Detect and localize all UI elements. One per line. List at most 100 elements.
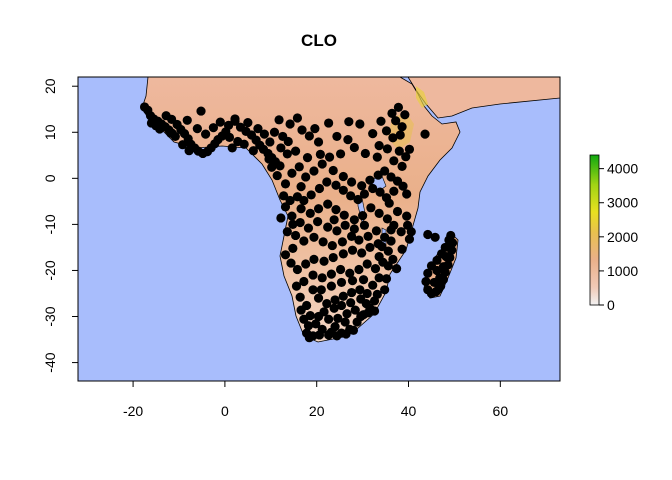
occurrence-point-102	[346, 177, 357, 187]
colorbar-gradient	[589, 154, 600, 306]
occurrence-point-156	[392, 206, 403, 217]
occurrence-point-68	[304, 131, 314, 141]
occurrence-point-154	[396, 227, 406, 237]
colorbar: 0 1000 2000 3000 4000	[589, 154, 638, 313]
occurrence-point-151	[374, 208, 384, 218]
occurrence-point-286	[432, 255, 442, 265]
occurrence-point-136	[302, 153, 313, 163]
occurrence-point-70	[313, 137, 324, 147]
occurrence-point-78	[381, 126, 392, 136]
occurrence-point-129	[267, 162, 277, 172]
occurrence-point-233	[314, 330, 325, 340]
occurrence-point-135	[309, 166, 319, 176]
occurrence-point-288	[440, 242, 450, 253]
occurrence-point-99	[317, 159, 327, 169]
occurrence-point-247	[340, 317, 350, 327]
occurrence-point-117	[346, 191, 356, 201]
x-tick-label-4: 60	[493, 403, 509, 419]
occurrence-point-85	[376, 116, 386, 126]
occurrence-point-237	[348, 325, 359, 335]
occurrence-point-81	[397, 122, 407, 132]
occurrence-point-98	[324, 152, 335, 162]
x-tick-label-3: 40	[401, 403, 417, 419]
occurrence-point-219	[358, 275, 369, 285]
colorbar-tick-label-1: 1000	[607, 263, 638, 279]
occurrence-point-73	[343, 135, 353, 145]
occurrence-point-82	[400, 110, 410, 120]
occurrence-point-118	[338, 185, 348, 195]
occurrence-point-92	[382, 144, 392, 154]
occurrence-point-245	[346, 298, 356, 308]
occurrence-point-35	[201, 129, 211, 139]
occurrence-point-244	[336, 300, 347, 311]
occurrence-point-215	[316, 285, 326, 295]
y-tick-label-2: 0	[42, 174, 58, 182]
occurrence-point-159	[363, 231, 373, 241]
occurrence-point-195	[295, 292, 305, 302]
occurrence-point-220	[368, 280, 378, 290]
occurrence-point-106	[380, 166, 390, 176]
occurrence-point-282	[423, 285, 433, 295]
occurrence-point-36	[208, 123, 219, 133]
occurrence-point-295	[441, 252, 451, 262]
occurrence-point-271	[430, 232, 440, 242]
occurrence-point-165	[309, 232, 319, 242]
occurrence-point-127	[280, 179, 291, 189]
occurrence-point-264	[323, 199, 333, 209]
occurrence-point-32	[166, 128, 176, 138]
occurrence-point-71	[324, 118, 334, 128]
occurrence-point-162	[337, 237, 348, 247]
occurrence-point-293	[429, 277, 439, 288]
occurrence-point-122	[306, 190, 316, 200]
occurrence-point-252	[388, 254, 398, 264]
occurrence-point-104	[365, 175, 375, 185]
occurrence-point-34	[192, 123, 202, 134]
occurrence-point-64	[274, 115, 284, 125]
y-tick-label-0: 20	[42, 78, 58, 94]
occurrence-point-37	[215, 117, 225, 127]
occurrence-point-179	[357, 248, 367, 258]
occurrence-point-241	[299, 314, 309, 324]
occurrence-point-160	[354, 235, 364, 245]
colorbar-ticks: 0 1000 2000 3000 4000	[599, 161, 638, 313]
occurrence-point-270	[423, 229, 433, 240]
occurrence-point-251	[374, 252, 384, 262]
occurrence-point-189	[335, 264, 346, 275]
occurrence-point-178	[347, 245, 358, 255]
occurrence-point-157	[384, 198, 394, 208]
occurrence-point-119	[331, 180, 341, 190]
occurrence-point-265	[313, 204, 324, 214]
occurrence-point-253	[397, 244, 407, 254]
occurrence-point-194	[291, 281, 302, 291]
y-tick-label-3: -10	[42, 214, 58, 234]
occurrence-point-298	[386, 225, 396, 235]
occurrence-point-187	[354, 264, 364, 275]
occurrence-point-240	[296, 305, 306, 315]
occurrence-point-124	[292, 192, 303, 202]
colorbar-tick-label-4: 4000	[607, 161, 638, 177]
occurrence-point-66	[292, 113, 303, 123]
occurrence-point-158	[371, 226, 381, 236]
occurrence-point-262	[339, 210, 349, 220]
occurrence-point-86	[394, 146, 404, 156]
occurrence-point-263	[331, 205, 341, 215]
occurrence-point-188	[345, 268, 355, 278]
occurrence-point-257	[386, 236, 396, 246]
occurrence-point-116	[353, 194, 363, 205]
occurrence-point-76	[368, 129, 378, 139]
occurrence-point-292	[438, 262, 449, 272]
occurrence-point-69	[310, 123, 320, 134]
colorbar-tick-label-2: 2000	[607, 229, 638, 245]
occurrence-point-101	[338, 171, 348, 182]
occurrence-point-261	[349, 224, 359, 234]
occurrence-point-259	[383, 261, 393, 271]
occurrence-point-95	[355, 119, 365, 129]
occurrence-point-161	[346, 231, 357, 241]
occurrence-point-268	[288, 219, 298, 229]
occurrence-point-132	[287, 168, 297, 178]
occurrence-point-120	[322, 177, 332, 187]
occurrence-point-231	[303, 321, 314, 331]
occurrence-point-170	[280, 250, 291, 260]
occurrence-point-12	[155, 124, 165, 134]
chart-title: CLO	[301, 31, 337, 50]
